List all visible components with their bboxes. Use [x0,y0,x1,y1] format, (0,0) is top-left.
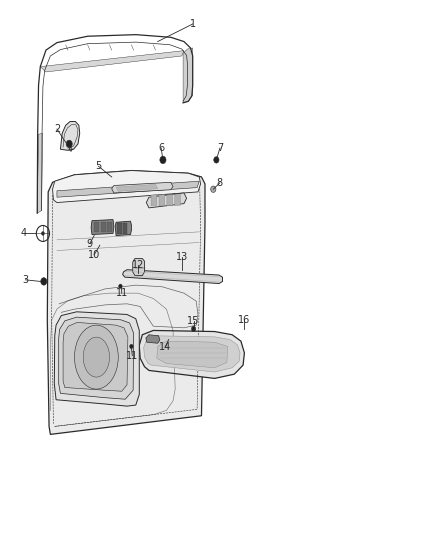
Ellipse shape [74,325,118,389]
Polygon shape [175,195,180,206]
Polygon shape [183,48,193,103]
Text: 2: 2 [54,124,60,134]
Polygon shape [133,259,145,276]
Circle shape [160,156,166,164]
Text: 9: 9 [87,239,93,248]
Polygon shape [139,330,244,378]
Polygon shape [54,312,139,406]
Polygon shape [112,182,173,193]
Polygon shape [115,221,131,236]
Polygon shape [123,270,223,284]
Polygon shape [59,317,134,399]
Polygon shape [57,181,199,197]
Text: 6: 6 [158,143,164,153]
Text: 16: 16 [238,315,250,325]
Polygon shape [159,195,165,206]
Circle shape [130,344,133,349]
Polygon shape [151,195,157,206]
Ellipse shape [83,337,110,377]
Text: 8: 8 [217,178,223,188]
Circle shape [211,186,216,192]
Polygon shape [123,223,127,234]
Circle shape [214,157,219,163]
Polygon shape [53,171,201,203]
Text: 14: 14 [159,342,172,352]
Text: 15: 15 [187,316,200,326]
Text: 11: 11 [116,288,128,298]
Text: 12: 12 [132,261,144,270]
Text: 13: 13 [176,252,188,262]
Text: 1: 1 [190,19,196,29]
Text: 3: 3 [22,275,28,285]
Circle shape [41,231,45,236]
Polygon shape [146,335,160,343]
Polygon shape [116,184,158,191]
Text: 10: 10 [88,250,100,260]
Text: 11: 11 [126,351,138,360]
Circle shape [191,326,196,332]
Circle shape [41,278,47,285]
Polygon shape [60,122,80,150]
Polygon shape [117,223,122,234]
Polygon shape [63,322,128,391]
Polygon shape [47,171,205,434]
Polygon shape [37,133,42,213]
Polygon shape [94,222,99,232]
Polygon shape [107,222,112,232]
Text: 4: 4 [21,229,27,238]
Polygon shape [101,222,106,232]
Text: 7: 7 [217,143,223,153]
Polygon shape [40,51,184,72]
Polygon shape [144,336,240,372]
Circle shape [119,284,122,288]
Circle shape [66,140,72,148]
Polygon shape [146,193,187,208]
Text: 5: 5 [95,161,102,171]
Polygon shape [91,220,114,235]
Polygon shape [157,341,228,368]
Polygon shape [167,195,173,206]
